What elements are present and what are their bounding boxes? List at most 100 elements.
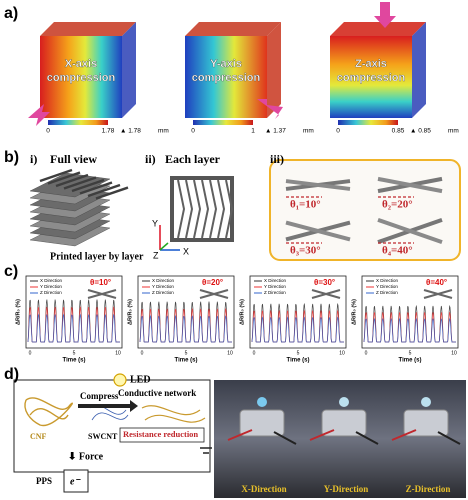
icon bbox=[423, 289, 453, 299]
angle-label: θ=20° bbox=[202, 278, 223, 287]
cube-top bbox=[40, 22, 136, 36]
panel-label: c) bbox=[4, 263, 18, 280]
view-title: Each layer bbox=[165, 152, 221, 166]
x-tick-label: 5 bbox=[409, 350, 412, 356]
signal-trace bbox=[27, 313, 120, 343]
unit: mm bbox=[303, 128, 314, 135]
angle-label: θ₃=30° bbox=[290, 245, 321, 257]
legend-entry: Z Direction bbox=[40, 290, 62, 295]
legend-entry: Y Direction bbox=[152, 284, 174, 289]
unit: mm bbox=[158, 128, 169, 135]
legend-entry: Z Direction bbox=[264, 290, 286, 295]
cube-title: X-axis bbox=[65, 58, 97, 70]
filament bbox=[71, 178, 105, 193]
photo-caption: Y-Direction bbox=[324, 484, 369, 494]
x-tick-label: 10 bbox=[115, 350, 121, 356]
compression-arrow bbox=[374, 2, 396, 28]
cube-side bbox=[122, 22, 136, 118]
signal-trace bbox=[139, 314, 232, 343]
cube-face bbox=[185, 36, 267, 118]
led-glow bbox=[257, 397, 267, 407]
view-index: ii) bbox=[145, 152, 156, 166]
strut bbox=[377, 217, 443, 245]
icon bbox=[311, 289, 341, 299]
circuit-frame bbox=[13, 379, 211, 473]
axis-arrow bbox=[159, 242, 169, 251]
force-label: ⬇ Force bbox=[68, 451, 104, 462]
panel-label: d) bbox=[4, 366, 19, 383]
cube-top bbox=[330, 22, 426, 36]
electron-box bbox=[63, 469, 89, 493]
x-tick-label: 0 bbox=[365, 350, 368, 356]
angle-label: θ₂=20° bbox=[382, 199, 413, 211]
led-glow bbox=[339, 397, 349, 407]
angle-label: θ₁=10° bbox=[290, 199, 321, 211]
filament bbox=[87, 183, 121, 198]
legend-entry: X Direction bbox=[40, 278, 63, 283]
wire bbox=[391, 429, 417, 441]
swcnt-label: SWCNT bbox=[88, 432, 118, 441]
electron-label: e⁻ bbox=[70, 476, 81, 487]
layer-strut bbox=[209, 179, 218, 239]
legend-entry: X Direction bbox=[376, 278, 399, 283]
filament bbox=[39, 168, 73, 183]
axis-label: Y bbox=[152, 218, 158, 228]
wire bbox=[227, 429, 253, 441]
y-axis-label: ΔR/R₀ (%) bbox=[239, 299, 245, 325]
cube-face bbox=[40, 36, 122, 118]
legend-entry: Z Direction bbox=[376, 290, 398, 295]
compression-arrow bbox=[257, 99, 283, 119]
cnf-label: CNF bbox=[30, 432, 47, 441]
network-label: Conductive network bbox=[118, 388, 196, 398]
colorbar-max: 0.85 bbox=[392, 128, 405, 135]
panel-label: a) bbox=[4, 5, 18, 22]
icon bbox=[87, 289, 117, 299]
photo-caption: Z-Direction bbox=[406, 484, 451, 494]
x-tick-label: 5 bbox=[73, 350, 76, 356]
peak-value: ▲ 1.78 bbox=[120, 128, 141, 135]
wire bbox=[309, 429, 335, 441]
x-tick-label: 0 bbox=[141, 350, 144, 356]
x-tick-label: 0 bbox=[253, 350, 256, 356]
cube-title: compression bbox=[337, 72, 406, 84]
filament bbox=[55, 173, 89, 188]
colorbar bbox=[338, 120, 398, 125]
colorbar bbox=[193, 120, 253, 125]
y-axis-label: ΔR/R₀ (%) bbox=[15, 299, 21, 325]
fiber-cluster bbox=[24, 397, 73, 427]
wire bbox=[355, 431, 379, 445]
x-tick-label: 10 bbox=[339, 350, 345, 356]
strut bbox=[285, 220, 351, 242]
legend-entry: X Direction bbox=[152, 278, 175, 283]
colorbar-min: 0 bbox=[336, 128, 340, 135]
photo-caption: X-Direction bbox=[241, 484, 286, 494]
x-axis-label: Time (s) bbox=[399, 358, 422, 364]
legend-entry: Y Direction bbox=[40, 284, 62, 289]
filament bbox=[63, 176, 97, 190]
angle-label: θ=30° bbox=[314, 278, 335, 287]
x-axis-label: Time (s) bbox=[287, 358, 310, 364]
x-tick-label: 5 bbox=[185, 350, 188, 356]
angle-label: θ=10° bbox=[90, 278, 111, 287]
wire bbox=[437, 431, 461, 445]
cube-top bbox=[185, 22, 281, 36]
legend-entry: Y Direction bbox=[264, 284, 286, 289]
led-label: LED bbox=[130, 374, 151, 385]
colorbar-max: 1.78 bbox=[102, 128, 115, 135]
x-tick-label: 5 bbox=[297, 350, 300, 356]
unit: mm bbox=[448, 128, 459, 135]
angle-label: θ=40° bbox=[426, 278, 447, 287]
resistance-label: Resistance reduction bbox=[123, 429, 198, 439]
signal-trace bbox=[363, 317, 456, 343]
x-tick-label: 10 bbox=[451, 350, 457, 356]
colorbar-min: 0 bbox=[191, 128, 195, 135]
layer-strut bbox=[185, 179, 194, 239]
cube-side bbox=[267, 22, 281, 118]
peak-value: ▲ 1.37 bbox=[265, 128, 286, 135]
x-tick-label: 10 bbox=[227, 350, 233, 356]
cube-side bbox=[412, 22, 426, 118]
layer-strut bbox=[193, 179, 202, 239]
y-axis-label: ΔR/R₀ (%) bbox=[351, 299, 357, 325]
colorbar-min: 0 bbox=[46, 128, 50, 135]
legend-entry: Y Direction bbox=[376, 284, 398, 289]
